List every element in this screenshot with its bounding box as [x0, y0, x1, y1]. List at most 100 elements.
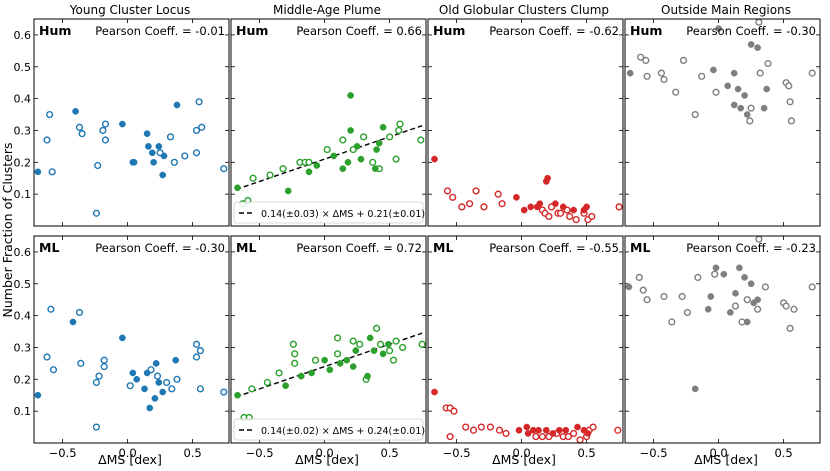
- point-hollow: [195, 98, 203, 106]
- point-hollow: [389, 356, 398, 364]
- point-filled: [151, 395, 159, 402]
- pearson-value: 0.72: [396, 241, 422, 255]
- x-tick-label: 0.5: [577, 446, 595, 460]
- point-filled: [347, 92, 354, 99]
- point-hollow: [691, 110, 699, 119]
- point-hollow: [694, 273, 702, 282]
- pearson-label: Pearson Coeff. = 0.66: [296, 24, 422, 38]
- point-filled: [741, 92, 748, 99]
- x-tick-label: −0.5: [49, 446, 77, 460]
- point-filled: [570, 206, 577, 214]
- point-hollow: [731, 302, 740, 310]
- point-filled: [148, 149, 156, 157]
- point-hollow: [192, 149, 201, 157]
- panel-frame: [230, 18, 427, 227]
- point-hollow: [376, 340, 385, 348]
- point-hollow: [163, 378, 171, 387]
- point-hollow: [566, 212, 574, 221]
- point-filled: [234, 184, 241, 192]
- point-hollow: [392, 155, 400, 163]
- point-filled: [143, 369, 151, 377]
- point-filled: [308, 369, 315, 377]
- point-filled: [146, 404, 154, 412]
- point-filled: [321, 356, 328, 364]
- point-hollow: [785, 82, 793, 90]
- x-tick-label: 0.5: [183, 446, 201, 460]
- point-hollow: [480, 203, 488, 211]
- panel-frame: [230, 235, 427, 444]
- point-hollow: [75, 308, 84, 317]
- point-filled: [549, 430, 557, 437]
- point-hollow: [291, 350, 299, 358]
- panel-tag: ML: [433, 240, 453, 255]
- point-filled: [747, 280, 755, 288]
- point-hollow: [486, 423, 495, 431]
- point-hollow: [48, 168, 56, 176]
- point-filled: [542, 426, 550, 434]
- y-axis-label: Number Fraction of Clusters: [0, 143, 15, 318]
- point-filled: [544, 174, 551, 182]
- point-filled: [754, 44, 761, 52]
- x-axis-label-col2: ΔMS [dex]: [295, 452, 359, 467]
- point-hollow: [334, 334, 342, 342]
- y-tick-label: 0.4: [14, 93, 32, 106]
- point-filled: [720, 270, 728, 278]
- point-hollow: [248, 385, 256, 393]
- point-filled: [339, 165, 347, 173]
- fit-legend: 0.14(±0.02) × ΔMS + 0.24(±0.01): [233, 418, 425, 441]
- point-hollow: [502, 429, 510, 438]
- point-hollow: [192, 126, 201, 135]
- pearson-prefix: Pearson Coeff. =: [686, 24, 786, 38]
- pearson-value: -0.62: [589, 24, 619, 38]
- point-hollow: [753, 305, 762, 313]
- point-hollow: [192, 353, 201, 361]
- point-filled: [297, 372, 305, 380]
- point-hollow: [660, 75, 668, 84]
- point-filled: [305, 168, 313, 176]
- point-hollow: [712, 88, 720, 96]
- y-tick-label: 0.2: [14, 373, 32, 386]
- point-filled: [119, 334, 126, 342]
- panels: 0.1 0.2 0.3 0.4 0.5 0.6 Hum Pearson Coeff. = -0…: [14, 18, 821, 460]
- point-filled: [730, 69, 738, 77]
- y-tick-label: 0.4: [14, 310, 32, 323]
- point-hollow: [78, 130, 86, 138]
- fit-legend-frame: [233, 201, 424, 224]
- pearson-prefix: Pearson Coeff. =: [296, 24, 396, 38]
- point-filled: [284, 187, 292, 195]
- point-hollow: [477, 423, 485, 431]
- point-hollow: [498, 200, 506, 208]
- point-hollow: [443, 187, 452, 195]
- point-filled: [370, 347, 378, 354]
- point-filled: [732, 289, 739, 297]
- point-hollow: [360, 133, 368, 141]
- point-filled: [584, 430, 592, 437]
- point-hollow: [642, 56, 650, 65]
- point-hollow: [786, 324, 794, 332]
- panel-r1-c3: −0.5 0.0 0.5 ML Pearson Coeff. = -0.23: [624, 235, 821, 460]
- point-hollow: [469, 426, 478, 434]
- point-hollow: [92, 423, 101, 431]
- panel-tag: ML: [236, 240, 256, 255]
- point-filled: [344, 158, 352, 166]
- point-hollow: [764, 59, 772, 68]
- point-filled: [155, 379, 163, 386]
- y-tick-label: 0.3: [14, 124, 32, 137]
- point-filled: [527, 203, 535, 211]
- point-filled: [159, 171, 167, 179]
- point-hollow: [323, 145, 331, 154]
- point-filled: [72, 108, 79, 115]
- point-hollow: [450, 407, 458, 415]
- point-hollow: [181, 152, 189, 160]
- y-tick-label: 0.1: [14, 188, 32, 201]
- point-filled: [384, 340, 392, 348]
- point-hollow: [373, 324, 381, 332]
- point-hollow: [43, 136, 51, 144]
- point-hollow: [192, 340, 201, 348]
- pearson-value: -0.30: [786, 24, 816, 38]
- x-tick-label: 0.5: [380, 446, 398, 460]
- point-hollow: [95, 372, 103, 380]
- x-tick-label: 0.0: [315, 446, 333, 460]
- panel-tag: Hum: [39, 23, 71, 38]
- point-hollow: [168, 385, 176, 393]
